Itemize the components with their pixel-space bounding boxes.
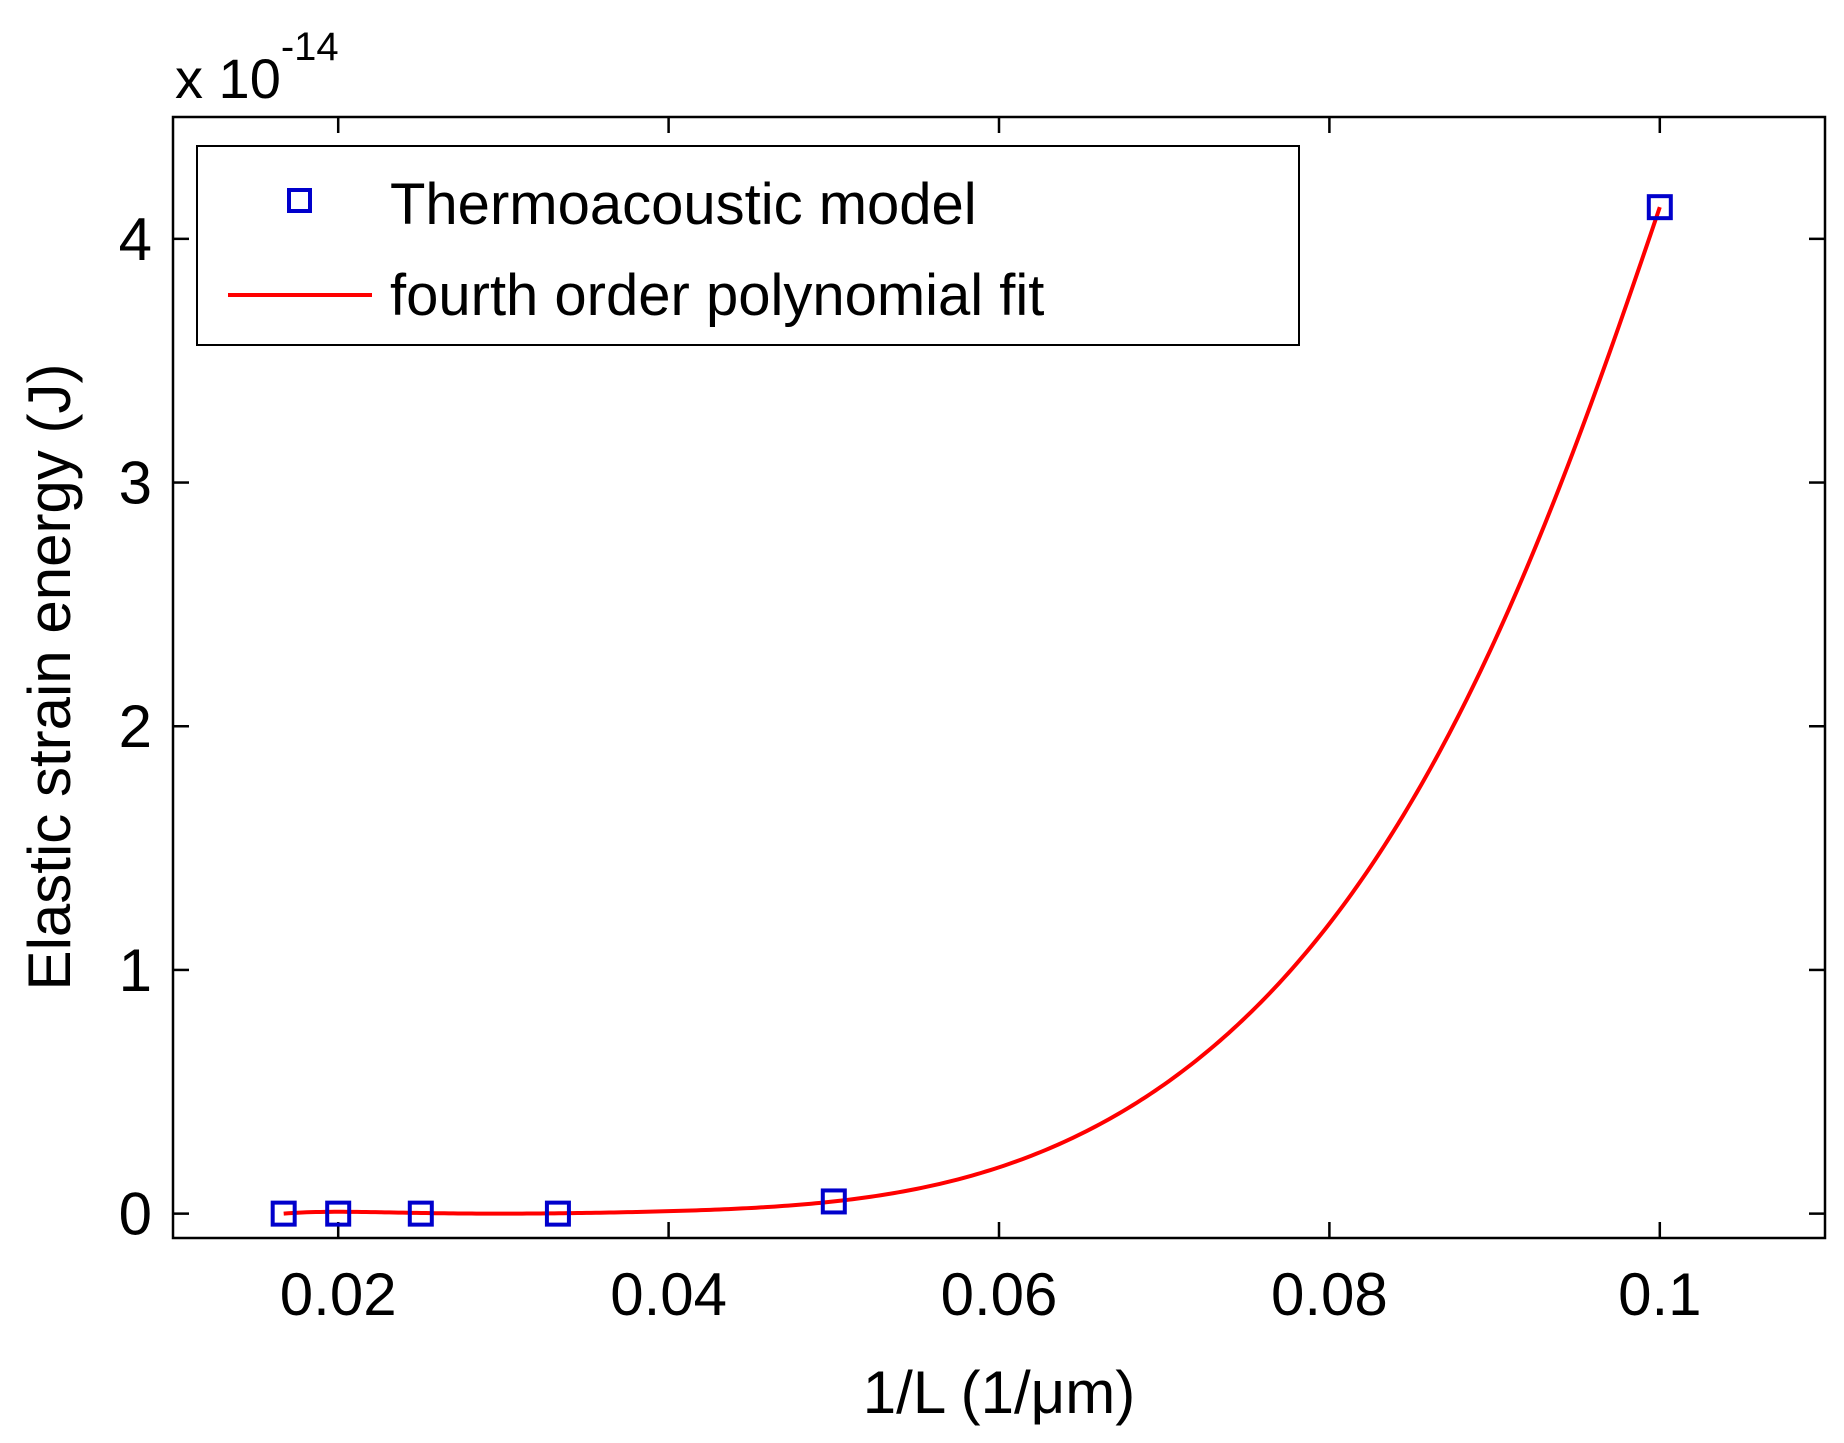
y-tick-label: 0 xyxy=(119,1181,152,1248)
fit-line xyxy=(283,206,1662,1216)
x-tick-label: 0.04 xyxy=(610,1261,727,1328)
marker-group xyxy=(270,194,1673,1227)
x-tick-labels: 0.02 0.04 0.06 0.08 0.1 xyxy=(280,1261,1702,1328)
legend-label-fit: fourth order polynomial fit xyxy=(390,263,1044,328)
x-axis-label: 1/L (1/μm) xyxy=(863,1359,1135,1426)
data-point-marker xyxy=(820,1188,847,1215)
ticks-group xyxy=(173,117,1825,1238)
legend-marker-icon xyxy=(287,188,312,213)
x-tick-label: 0.08 xyxy=(1271,1261,1388,1328)
x-tick-label: 0.1 xyxy=(1618,1261,1701,1328)
x-tick-label: 0.06 xyxy=(941,1261,1058,1328)
x-tick-label: 0.02 xyxy=(280,1261,397,1328)
y-multiplier-exponent: -14 xyxy=(281,25,339,69)
y-tick-label: 4 xyxy=(119,206,152,273)
y-tick-label: 2 xyxy=(119,693,152,760)
y-axis-label: Elastic strain energy (J) xyxy=(16,364,83,991)
legend-label-model: Thermoacoustic model xyxy=(390,172,977,237)
data-point-marker xyxy=(325,1200,352,1227)
y-tick-label: 3 xyxy=(119,450,152,517)
legend: Thermoacoustic model fourth order polyno… xyxy=(196,145,1300,346)
legend-box xyxy=(196,145,1300,346)
data-point-marker xyxy=(270,1200,297,1227)
y-multiplier: x 10-14 xyxy=(175,25,339,110)
y-tick-labels: 0 1 2 3 4 xyxy=(119,206,152,1248)
data-point-marker xyxy=(544,1200,571,1227)
data-point-marker xyxy=(407,1200,434,1227)
y-multiplier-base: x 10 xyxy=(175,47,281,110)
plot-frame xyxy=(171,115,1827,1240)
fit-line-group xyxy=(283,206,1662,1216)
data-point-marker xyxy=(1646,194,1673,221)
y-tick-label: 1 xyxy=(119,937,152,1004)
